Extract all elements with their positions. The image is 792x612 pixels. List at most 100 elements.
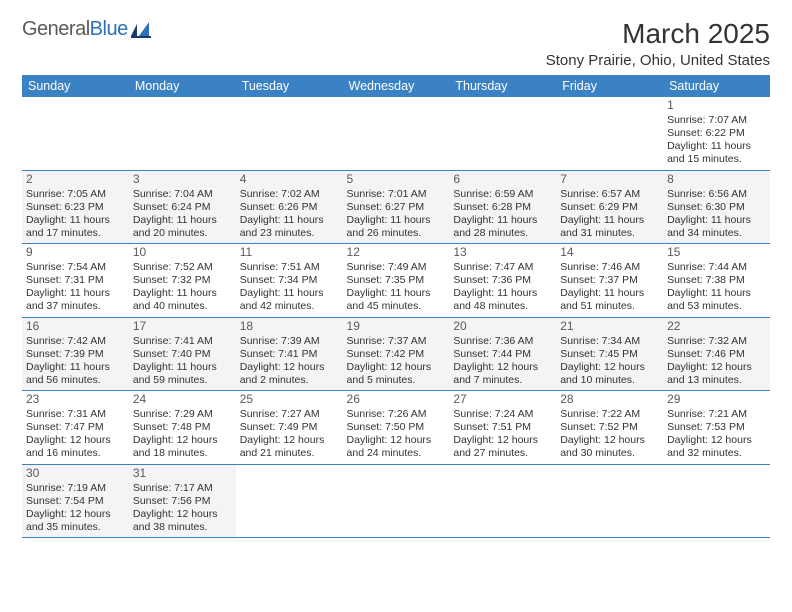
day-info: Sunrise: 7:31 AMSunset: 7:47 PMDaylight:…	[26, 408, 125, 461]
sunrise-line: Sunrise: 7:32 AM	[667, 335, 766, 348]
calendar-cell: 7Sunrise: 6:57 AMSunset: 6:29 PMDaylight…	[556, 170, 663, 244]
sunset-line: Sunset: 7:53 PM	[667, 421, 766, 434]
calendar-cell: 9Sunrise: 7:54 AMSunset: 7:31 PMDaylight…	[22, 244, 129, 318]
day-number: 1	[667, 98, 766, 113]
daylight-line: Daylight: 11 hours and 17 minutes.	[26, 214, 125, 240]
calendar-cell-empty	[449, 464, 556, 538]
day-number: 29	[667, 392, 766, 407]
sunset-line: Sunset: 7:48 PM	[133, 421, 232, 434]
sunset-line: Sunset: 6:29 PM	[560, 201, 659, 214]
day-info: Sunrise: 7:39 AMSunset: 7:41 PMDaylight:…	[240, 335, 339, 388]
day-info: Sunrise: 7:22 AMSunset: 7:52 PMDaylight:…	[560, 408, 659, 461]
daylight-line: Daylight: 11 hours and 40 minutes.	[133, 287, 232, 313]
calendar-cell: 29Sunrise: 7:21 AMSunset: 7:53 PMDayligh…	[663, 391, 770, 465]
sunset-line: Sunset: 6:22 PM	[667, 127, 766, 140]
sunrise-line: Sunrise: 7:44 AM	[667, 261, 766, 274]
calendar-cell-empty	[449, 97, 556, 170]
daylight-line: Daylight: 12 hours and 35 minutes.	[26, 508, 125, 534]
daylight-line: Daylight: 12 hours and 5 minutes.	[347, 361, 446, 387]
calendar-cell-empty	[236, 464, 343, 538]
calendar-cell: 18Sunrise: 7:39 AMSunset: 7:41 PMDayligh…	[236, 317, 343, 391]
day-number: 26	[347, 392, 446, 407]
daylight-line: Daylight: 11 hours and 26 minutes.	[347, 214, 446, 240]
logo: GeneralBlue	[22, 18, 153, 41]
day-number: 16	[26, 319, 125, 334]
sunrise-line: Sunrise: 6:56 AM	[667, 188, 766, 201]
logo-text-blue: Blue	[90, 18, 128, 41]
day-number: 7	[560, 172, 659, 187]
daylight-line: Daylight: 12 hours and 38 minutes.	[133, 508, 232, 534]
day-info: Sunrise: 7:37 AMSunset: 7:42 PMDaylight:…	[347, 335, 446, 388]
sail-icon	[131, 22, 153, 38]
calendar-cell: 17Sunrise: 7:41 AMSunset: 7:40 PMDayligh…	[129, 317, 236, 391]
day-header: Tuesday	[236, 75, 343, 97]
day-number: 21	[560, 319, 659, 334]
calendar-cell: 28Sunrise: 7:22 AMSunset: 7:52 PMDayligh…	[556, 391, 663, 465]
daylight-line: Daylight: 11 hours and 51 minutes.	[560, 287, 659, 313]
day-info: Sunrise: 7:47 AMSunset: 7:36 PMDaylight:…	[453, 261, 552, 314]
sunset-line: Sunset: 7:52 PM	[560, 421, 659, 434]
sunrise-line: Sunrise: 7:39 AM	[240, 335, 339, 348]
sunrise-line: Sunrise: 7:01 AM	[347, 188, 446, 201]
calendar-row: 1Sunrise: 7:07 AMSunset: 6:22 PMDaylight…	[22, 97, 770, 170]
sunrise-line: Sunrise: 7:27 AM	[240, 408, 339, 421]
day-header: Sunday	[22, 75, 129, 97]
day-number: 6	[453, 172, 552, 187]
day-info: Sunrise: 7:52 AMSunset: 7:32 PMDaylight:…	[133, 261, 232, 314]
day-header: Saturday	[663, 75, 770, 97]
sunrise-line: Sunrise: 7:54 AM	[26, 261, 125, 274]
day-number: 25	[240, 392, 339, 407]
month-title: March 2025	[546, 18, 770, 50]
day-header-row: Sunday Monday Tuesday Wednesday Thursday…	[22, 75, 770, 97]
sunset-line: Sunset: 7:38 PM	[667, 274, 766, 287]
sunrise-line: Sunrise: 7:36 AM	[453, 335, 552, 348]
daylight-line: Daylight: 12 hours and 13 minutes.	[667, 361, 766, 387]
day-number: 17	[133, 319, 232, 334]
day-info: Sunrise: 7:51 AMSunset: 7:34 PMDaylight:…	[240, 261, 339, 314]
calendar-cell: 12Sunrise: 7:49 AMSunset: 7:35 PMDayligh…	[343, 244, 450, 318]
daylight-line: Daylight: 12 hours and 30 minutes.	[560, 434, 659, 460]
day-number: 20	[453, 319, 552, 334]
day-number: 11	[240, 245, 339, 260]
day-info: Sunrise: 7:05 AMSunset: 6:23 PMDaylight:…	[26, 188, 125, 241]
day-info: Sunrise: 7:36 AMSunset: 7:44 PMDaylight:…	[453, 335, 552, 388]
calendar-cell-empty	[663, 464, 770, 538]
calendar-cell: 30Sunrise: 7:19 AMSunset: 7:54 PMDayligh…	[22, 464, 129, 538]
day-info: Sunrise: 7:46 AMSunset: 7:37 PMDaylight:…	[560, 261, 659, 314]
daylight-line: Daylight: 11 hours and 56 minutes.	[26, 361, 125, 387]
sunrise-line: Sunrise: 7:26 AM	[347, 408, 446, 421]
day-info: Sunrise: 7:27 AMSunset: 7:49 PMDaylight:…	[240, 408, 339, 461]
sunset-line: Sunset: 7:40 PM	[133, 348, 232, 361]
calendar-row: 16Sunrise: 7:42 AMSunset: 7:39 PMDayligh…	[22, 317, 770, 391]
daylight-line: Daylight: 12 hours and 2 minutes.	[240, 361, 339, 387]
calendar-cell-empty	[343, 464, 450, 538]
sunrise-line: Sunrise: 7:05 AM	[26, 188, 125, 201]
day-header: Friday	[556, 75, 663, 97]
sunset-line: Sunset: 7:37 PM	[560, 274, 659, 287]
sunset-line: Sunset: 7:46 PM	[667, 348, 766, 361]
sunset-line: Sunset: 7:32 PM	[133, 274, 232, 287]
sunset-line: Sunset: 6:30 PM	[667, 201, 766, 214]
day-info: Sunrise: 6:59 AMSunset: 6:28 PMDaylight:…	[453, 188, 552, 241]
day-info: Sunrise: 7:26 AMSunset: 7:50 PMDaylight:…	[347, 408, 446, 461]
day-info: Sunrise: 7:32 AMSunset: 7:46 PMDaylight:…	[667, 335, 766, 388]
day-number: 9	[26, 245, 125, 260]
day-info: Sunrise: 7:04 AMSunset: 6:24 PMDaylight:…	[133, 188, 232, 241]
calendar-cell: 8Sunrise: 6:56 AMSunset: 6:30 PMDaylight…	[663, 170, 770, 244]
calendar-cell: 20Sunrise: 7:36 AMSunset: 7:44 PMDayligh…	[449, 317, 556, 391]
sunset-line: Sunset: 7:35 PM	[347, 274, 446, 287]
sunset-line: Sunset: 7:51 PM	[453, 421, 552, 434]
daylight-line: Daylight: 11 hours and 53 minutes.	[667, 287, 766, 313]
calendar-cell: 26Sunrise: 7:26 AMSunset: 7:50 PMDayligh…	[343, 391, 450, 465]
day-number: 14	[560, 245, 659, 260]
daylight-line: Daylight: 12 hours and 27 minutes.	[453, 434, 552, 460]
calendar-cell: 2Sunrise: 7:05 AMSunset: 6:23 PMDaylight…	[22, 170, 129, 244]
daylight-line: Daylight: 11 hours and 31 minutes.	[560, 214, 659, 240]
day-info: Sunrise: 7:21 AMSunset: 7:53 PMDaylight:…	[667, 408, 766, 461]
daylight-line: Daylight: 12 hours and 10 minutes.	[560, 361, 659, 387]
sunset-line: Sunset: 7:42 PM	[347, 348, 446, 361]
sunrise-line: Sunrise: 7:22 AM	[560, 408, 659, 421]
sunrise-line: Sunrise: 7:34 AM	[560, 335, 659, 348]
calendar-cell: 24Sunrise: 7:29 AMSunset: 7:48 PMDayligh…	[129, 391, 236, 465]
calendar-cell: 15Sunrise: 7:44 AMSunset: 7:38 PMDayligh…	[663, 244, 770, 318]
